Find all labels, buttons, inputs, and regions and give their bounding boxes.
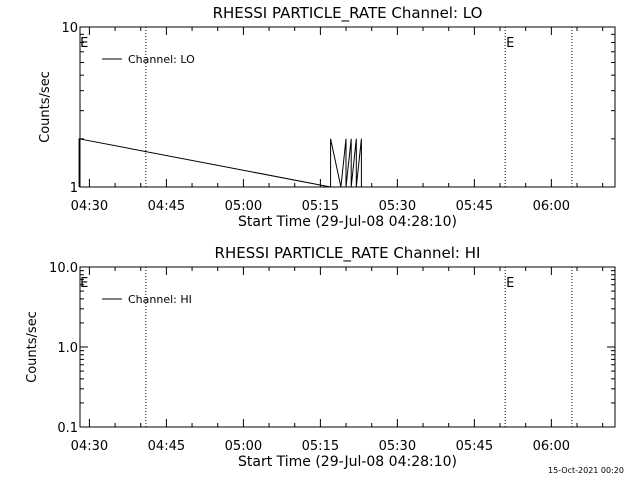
- event-marker-label: E: [80, 36, 88, 51]
- x-tick-label: 05:00: [225, 199, 262, 214]
- footer-timestamp: 15-Oct-2021 00:20: [548, 466, 624, 475]
- x-axis-label: Start Time (29-Jul-08 04:28:10): [238, 214, 457, 230]
- x-tick-label: 05:30: [379, 439, 416, 454]
- y-tick-label: 1: [70, 181, 78, 196]
- chart-title: RHESSI PARTICLE_RATE Channel: HI: [215, 244, 481, 263]
- event-marker-label: E: [80, 276, 88, 291]
- legend-label: Channel: LO: [128, 53, 195, 66]
- x-tick-label: 04:45: [148, 199, 185, 214]
- x-tick-label: 04:30: [71, 439, 108, 454]
- x-tick-label: 05:45: [456, 199, 493, 214]
- y-tick-label: 1.0: [57, 341, 78, 356]
- series-line: [78, 138, 362, 188]
- x-tick-label: 04:30: [71, 199, 108, 214]
- chart-title: RHESSI PARTICLE_RATE Channel: LO: [213, 4, 483, 23]
- event-marker-label: E: [506, 36, 514, 51]
- y-axis-label: Counts/sec: [38, 71, 53, 143]
- plot-frame: [79, 26, 616, 188]
- chart-panel-2: RHESSI PARTICLE_RATE Channel: HI 04:30 04:…: [25, 244, 616, 470]
- x-tick-label: 05:45: [456, 439, 493, 454]
- x-tick-label: 05:15: [302, 199, 339, 214]
- y-axis-label: Counts/sec: [25, 311, 40, 383]
- y-tick-label: 10.0: [49, 261, 78, 276]
- x-tick-label: 05:00: [225, 439, 262, 454]
- x-tick-label: 04:45: [148, 439, 185, 454]
- chart-panel-1: RHESSI PARTICLE_RATE Channel: LO 04:30 04:…: [38, 4, 616, 230]
- x-axis-label: Start Time (29-Jul-08 04:28:10): [238, 454, 457, 470]
- legend-label: Channel: HI: [128, 293, 192, 306]
- x-tick-label: 06:00: [533, 439, 570, 454]
- x-tick-label: 05:15: [302, 439, 339, 454]
- x-tick-label: 05:30: [379, 199, 416, 214]
- event-marker-label: E: [506, 276, 514, 291]
- y-tick-label: 0.1: [57, 421, 78, 436]
- x-tick-label: 06:00: [533, 199, 570, 214]
- plot-frame: [79, 266, 616, 428]
- y-tick-label: 10: [61, 21, 78, 36]
